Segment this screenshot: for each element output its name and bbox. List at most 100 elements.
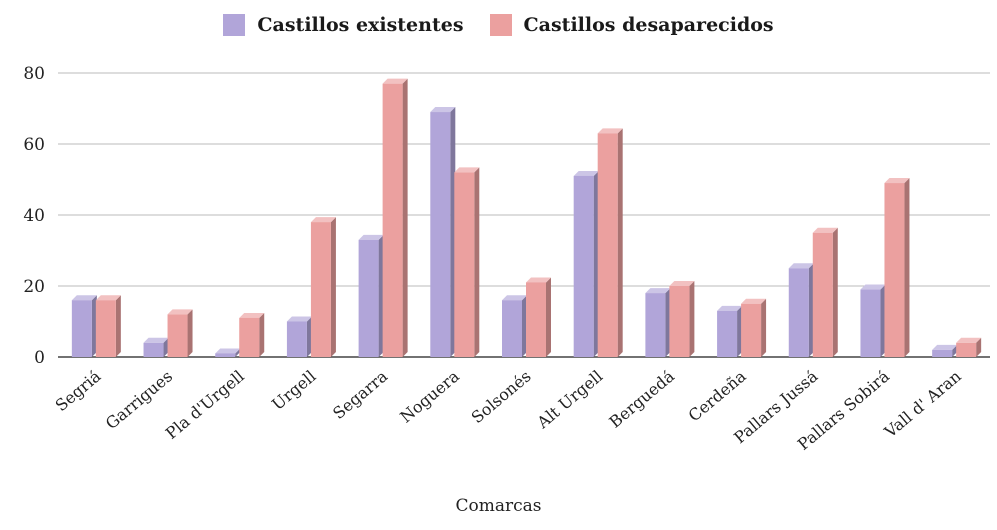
bar-0-9 bbox=[717, 310, 738, 357]
bar-side-0-0 bbox=[91, 295, 97, 357]
x-tick-label-7: Alt Urgell bbox=[533, 367, 607, 433]
bar-side-1-3 bbox=[330, 217, 336, 357]
bar-side-0-3 bbox=[306, 316, 312, 357]
bar-side-0-4 bbox=[378, 234, 384, 357]
bar-0-0 bbox=[71, 300, 92, 357]
bar-side-0-12 bbox=[952, 344, 958, 357]
bar-0-5 bbox=[430, 112, 451, 357]
x-tick-label-9: Cerdeña bbox=[685, 366, 750, 425]
bar-side-1-9 bbox=[761, 298, 767, 357]
bar-side-1-5 bbox=[474, 167, 480, 357]
x-axis-title: Comarcas bbox=[455, 496, 542, 516]
bar-1-12 bbox=[956, 342, 977, 357]
bar-top-1-0 bbox=[95, 295, 121, 301]
bar-side-0-8 bbox=[665, 288, 671, 357]
x-tick-label-6: Solsonés bbox=[468, 367, 535, 428]
bar-top-1-8 bbox=[669, 281, 695, 286]
bar-1-4 bbox=[382, 83, 403, 358]
bar-1-9 bbox=[741, 303, 762, 357]
bar-top-1-7 bbox=[597, 128, 623, 134]
legend: Castillos existentes Castillos desaparec… bbox=[0, 14, 997, 36]
bar-side-1-7 bbox=[617, 128, 623, 357]
bar-0-1 bbox=[143, 342, 164, 357]
bar-1-0 bbox=[95, 300, 116, 357]
bar-top-0-12 bbox=[932, 344, 958, 350]
bar-1-7 bbox=[597, 133, 618, 357]
y-tick-label-80: 80 bbox=[23, 64, 45, 84]
bar-top-0-2 bbox=[215, 348, 241, 354]
bar-top-0-8 bbox=[645, 288, 671, 294]
y-tick-label-40: 40 bbox=[23, 206, 45, 226]
bar-top-0-7 bbox=[573, 170, 599, 176]
bar-side-0-11 bbox=[880, 284, 886, 357]
bar-top-1-1 bbox=[167, 309, 193, 315]
x-tick-label-5: Noguera bbox=[396, 366, 463, 426]
bar-top-0-0 bbox=[71, 295, 97, 301]
bar-top-0-1 bbox=[143, 337, 169, 343]
bar-top-1-6 bbox=[526, 277, 551, 283]
bar-side-0-1 bbox=[163, 337, 169, 357]
bar-top-0-6 bbox=[502, 295, 527, 301]
bar-1-11 bbox=[884, 183, 905, 357]
bar-0-10 bbox=[788, 268, 809, 357]
bar-side-1-4 bbox=[402, 78, 408, 358]
bar-side-0-2 bbox=[235, 348, 241, 357]
bar-side-1-6 bbox=[546, 277, 551, 357]
bar-side-1-11 bbox=[904, 178, 910, 357]
y-tick-label-20: 20 bbox=[23, 277, 45, 297]
bar-1-6 bbox=[526, 282, 546, 357]
bar-side-0-5 bbox=[450, 107, 456, 357]
bar-side-0-10 bbox=[808, 263, 814, 357]
bar-0-4 bbox=[358, 239, 379, 357]
bar-top-1-11 bbox=[884, 178, 910, 184]
bar-top-1-12 bbox=[956, 337, 982, 343]
bar-top-0-5 bbox=[430, 107, 456, 113]
y-tick-label-60: 60 bbox=[23, 135, 45, 155]
bar-side-1-2 bbox=[259, 312, 265, 357]
x-tick-label-2: Pla d'Urgell bbox=[162, 367, 248, 443]
bar-0-2 bbox=[215, 353, 236, 357]
x-tick-label-4: Segarra bbox=[329, 366, 391, 423]
bar-0-11 bbox=[860, 289, 881, 357]
bar-top-0-9 bbox=[717, 305, 743, 311]
bar-0-8 bbox=[645, 293, 666, 357]
bar-0-7 bbox=[573, 175, 594, 357]
bar-1-10 bbox=[812, 232, 833, 357]
bar-1-1 bbox=[167, 314, 188, 357]
bar-top-0-10 bbox=[788, 263, 814, 269]
bar-top-0-3 bbox=[286, 316, 312, 322]
legend-label-existentes: Castillos existentes bbox=[257, 14, 464, 36]
bar-side-1-8 bbox=[689, 281, 695, 357]
bar-0-6 bbox=[502, 300, 522, 357]
x-tick-label-3: Urgell bbox=[268, 367, 319, 414]
bar-0-12 bbox=[932, 349, 953, 357]
x-tick-label-0: Segriá bbox=[52, 366, 105, 415]
bar-top-1-9 bbox=[741, 298, 767, 304]
bar-side-0-6 bbox=[522, 295, 527, 357]
x-tick-label-8: Berguedá bbox=[605, 366, 678, 431]
legend-swatch-desaparecidos bbox=[489, 14, 512, 36]
bar-1-3 bbox=[310, 222, 331, 357]
bar-top-0-4 bbox=[358, 234, 384, 240]
bar-side-1-0 bbox=[115, 295, 121, 357]
y-tick-label-0: 0 bbox=[34, 348, 45, 368]
bar-top-1-3 bbox=[310, 217, 336, 223]
bar-top-1-10 bbox=[812, 227, 838, 233]
bar-side-1-10 bbox=[832, 227, 838, 357]
bar-top-1-5 bbox=[454, 167, 480, 173]
legend-item-existentes: Castillos existentes bbox=[223, 14, 464, 36]
bar-1-8 bbox=[669, 286, 690, 357]
legend-item-desaparecidos: Castillos desaparecidos bbox=[489, 14, 774, 36]
bar-top-1-4 bbox=[382, 78, 408, 84]
x-tick-label-12: Vall d' Aran bbox=[880, 367, 965, 442]
legend-label-desaparecidos: Castillos desaparecidos bbox=[523, 14, 774, 36]
bar-side-0-9 bbox=[737, 305, 743, 357]
bar-side-1-1 bbox=[187, 309, 193, 357]
bar-side-1-12 bbox=[976, 337, 982, 357]
bar-top-0-11 bbox=[860, 284, 886, 290]
bar-1-2 bbox=[239, 317, 260, 357]
bar-top-1-2 bbox=[239, 312, 265, 318]
legend-swatch-existentes bbox=[223, 14, 246, 36]
x-tick-label-1: Garrigues bbox=[102, 367, 176, 434]
